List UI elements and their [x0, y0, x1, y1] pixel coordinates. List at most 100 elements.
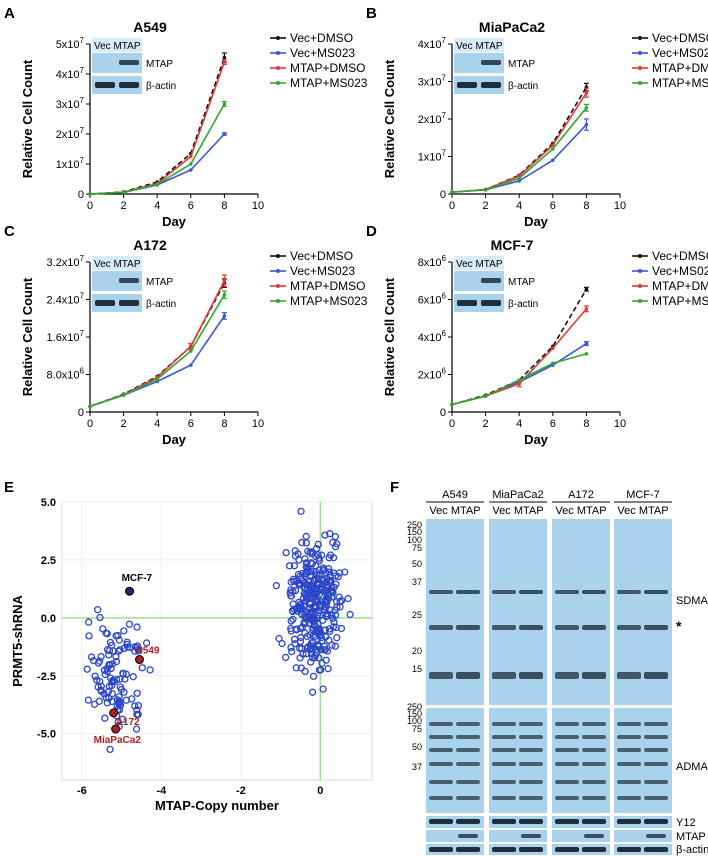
- inset-row-label: MTAP: [508, 277, 535, 288]
- inset-actin-blot: [92, 76, 142, 94]
- scatter-point: [120, 627, 128, 635]
- blot-band: [644, 819, 668, 824]
- blot-band: [492, 796, 516, 800]
- mw-marker: 15: [412, 664, 422, 674]
- inset-actin-blot: [92, 294, 142, 312]
- blot-band: [492, 780, 516, 784]
- data-point: [517, 382, 521, 386]
- mtap-band: [481, 278, 501, 283]
- scatter-point: [296, 644, 304, 653]
- legend-marker: [276, 284, 280, 288]
- scatter-point: [105, 682, 113, 691]
- mw-marker: 250: [407, 520, 422, 530]
- mw-marker: 100: [407, 535, 422, 545]
- chart-title: MCF-7: [491, 237, 534, 253]
- x-tick-label: 0: [449, 418, 455, 430]
- blot-cell-line: A172: [568, 489, 594, 501]
- blot-lane-labels: Vec MTAP: [617, 505, 668, 517]
- scatter-point: [307, 559, 315, 567]
- mw-marker: 20: [412, 646, 422, 656]
- scatter-point: [94, 659, 103, 667]
- x-tick-label: 10: [252, 200, 264, 212]
- data-point: [483, 188, 488, 192]
- scatter-point: [103, 664, 111, 673]
- inset-row-label: MTAP: [508, 59, 535, 70]
- scatter-point: [272, 582, 281, 590]
- scatter-point: [318, 584, 326, 592]
- scatter-point: [83, 665, 91, 673]
- mtap-band: [481, 60, 501, 65]
- scatter-point: [331, 543, 340, 551]
- scatter-point: [110, 677, 119, 686]
- blot-band: [458, 834, 478, 838]
- x-tick-label: -4: [156, 785, 167, 797]
- scatter-point: [102, 693, 110, 702]
- panel-letter: B: [366, 5, 377, 22]
- scatter-point: [302, 563, 310, 571]
- blot-row-label: ADMA: [676, 761, 708, 773]
- inset-row-label: β-actin: [508, 299, 538, 310]
- legend-label: MTAP+MS023: [652, 76, 708, 90]
- scatter-point: [282, 548, 290, 557]
- blot-band: [429, 780, 453, 784]
- scatter-point: [112, 653, 120, 661]
- scatter-point: [297, 507, 305, 516]
- scatter-point: [93, 676, 101, 684]
- blot-band: [456, 735, 480, 739]
- scatter-point: [132, 725, 141, 733]
- scatter-point: [297, 664, 305, 672]
- x-tick-label: 6: [550, 418, 556, 430]
- blot-band: [456, 672, 480, 679]
- x-tick-label: 4: [516, 200, 522, 212]
- scatter-point: [296, 624, 305, 633]
- scatter-point: [331, 642, 339, 650]
- data-point: [189, 162, 193, 166]
- blot-band: [617, 780, 641, 784]
- blot-band: [429, 672, 453, 679]
- x-tick-label: 6: [550, 200, 556, 212]
- x-tick-label: 8: [583, 200, 589, 212]
- mw-marker: 75: [412, 543, 422, 553]
- inset-mtap-blot: [92, 271, 142, 291]
- scatter-point: [308, 560, 317, 568]
- legend-label: MTAP+DMSO: [652, 279, 708, 293]
- panel-f-western-blot: F A549 Vec MTAP MiaPaCa2 Vec MTAP A172 Vec MTA…: [390, 479, 708, 856]
- highlighted-point: [125, 586, 135, 596]
- data-point: [584, 90, 589, 95]
- inset-header-bg: [454, 38, 504, 52]
- blot-band: [519, 625, 543, 630]
- mw-marker: 250: [407, 702, 422, 712]
- scatter-point: [115, 636, 123, 644]
- x-tick-label: 0: [87, 418, 93, 430]
- blot-band: [617, 847, 641, 852]
- inset-row-label: β-actin: [508, 81, 538, 92]
- data-point: [189, 168, 193, 172]
- blot-band: [456, 762, 480, 766]
- data-point: [121, 393, 126, 397]
- blot-band: [644, 625, 668, 630]
- y-tick-label: 1.6x107: [47, 329, 85, 344]
- point-label: A549: [136, 646, 160, 657]
- actin-band: [457, 300, 477, 306]
- actin-band: [481, 300, 501, 306]
- legend-label: Vec+DMSO: [652, 31, 708, 45]
- blot-lane-labels: Vec MTAP: [555, 505, 606, 517]
- y-tick-label: 6x106: [418, 292, 447, 307]
- blot-band: [519, 780, 543, 784]
- series-line: [451, 86, 588, 193]
- legend-label: MTAP+DMSO: [290, 61, 365, 75]
- scatter-point: [306, 600, 314, 608]
- scatter-point: [287, 643, 295, 652]
- legend-label: Vec+DMSO: [290, 249, 353, 263]
- blot-band: [492, 762, 516, 766]
- scatter-point: [278, 639, 286, 648]
- x-tick-label: 2: [121, 418, 127, 430]
- blot-band: [582, 762, 606, 766]
- legend-label: Vec+MS023: [652, 264, 708, 278]
- highlighted-point: [135, 655, 144, 665]
- scatter-point: [302, 539, 311, 547]
- data-point: [584, 341, 589, 346]
- panel-a-chart: A A549 0 2 4 6 8 10 Day 0 1x107 2x107 3x107 4x107 5x10…: [4, 5, 368, 229]
- data-point: [517, 378, 521, 382]
- blot-membrane-lower: [426, 830, 484, 842]
